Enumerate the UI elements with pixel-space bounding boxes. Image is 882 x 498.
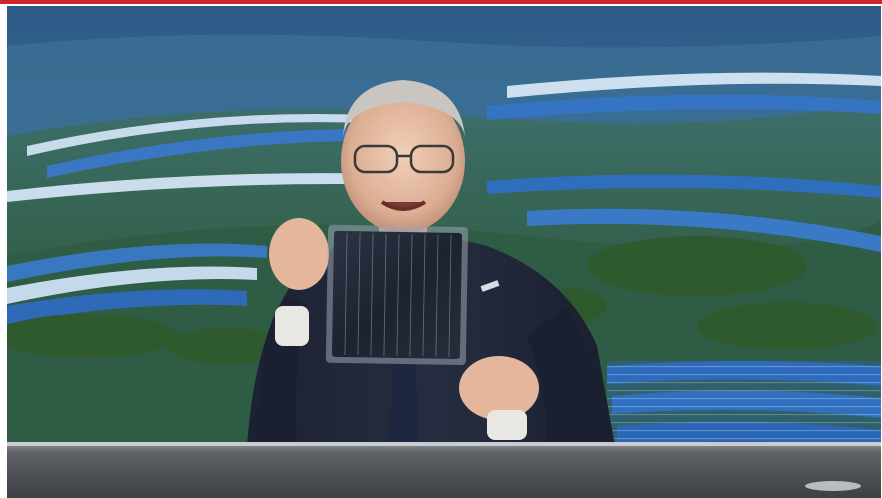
desk — [7, 444, 881, 498]
desk-reflection — [805, 481, 861, 491]
photo-scene — [7, 6, 881, 498]
left-hand — [269, 218, 329, 290]
right-sleeve — [527, 306, 612, 446]
solar-cell — [325, 224, 469, 366]
far-hills — [7, 34, 881, 136]
glasses — [353, 144, 455, 174]
panel-texture — [607, 361, 881, 456]
jacket-logo — [480, 280, 500, 292]
hair — [343, 80, 465, 136]
top-accent-bar — [0, 0, 882, 4]
video-frame — [7, 6, 881, 498]
right-hand — [459, 356, 539, 420]
trees — [7, 236, 877, 364]
head — [341, 89, 465, 233]
